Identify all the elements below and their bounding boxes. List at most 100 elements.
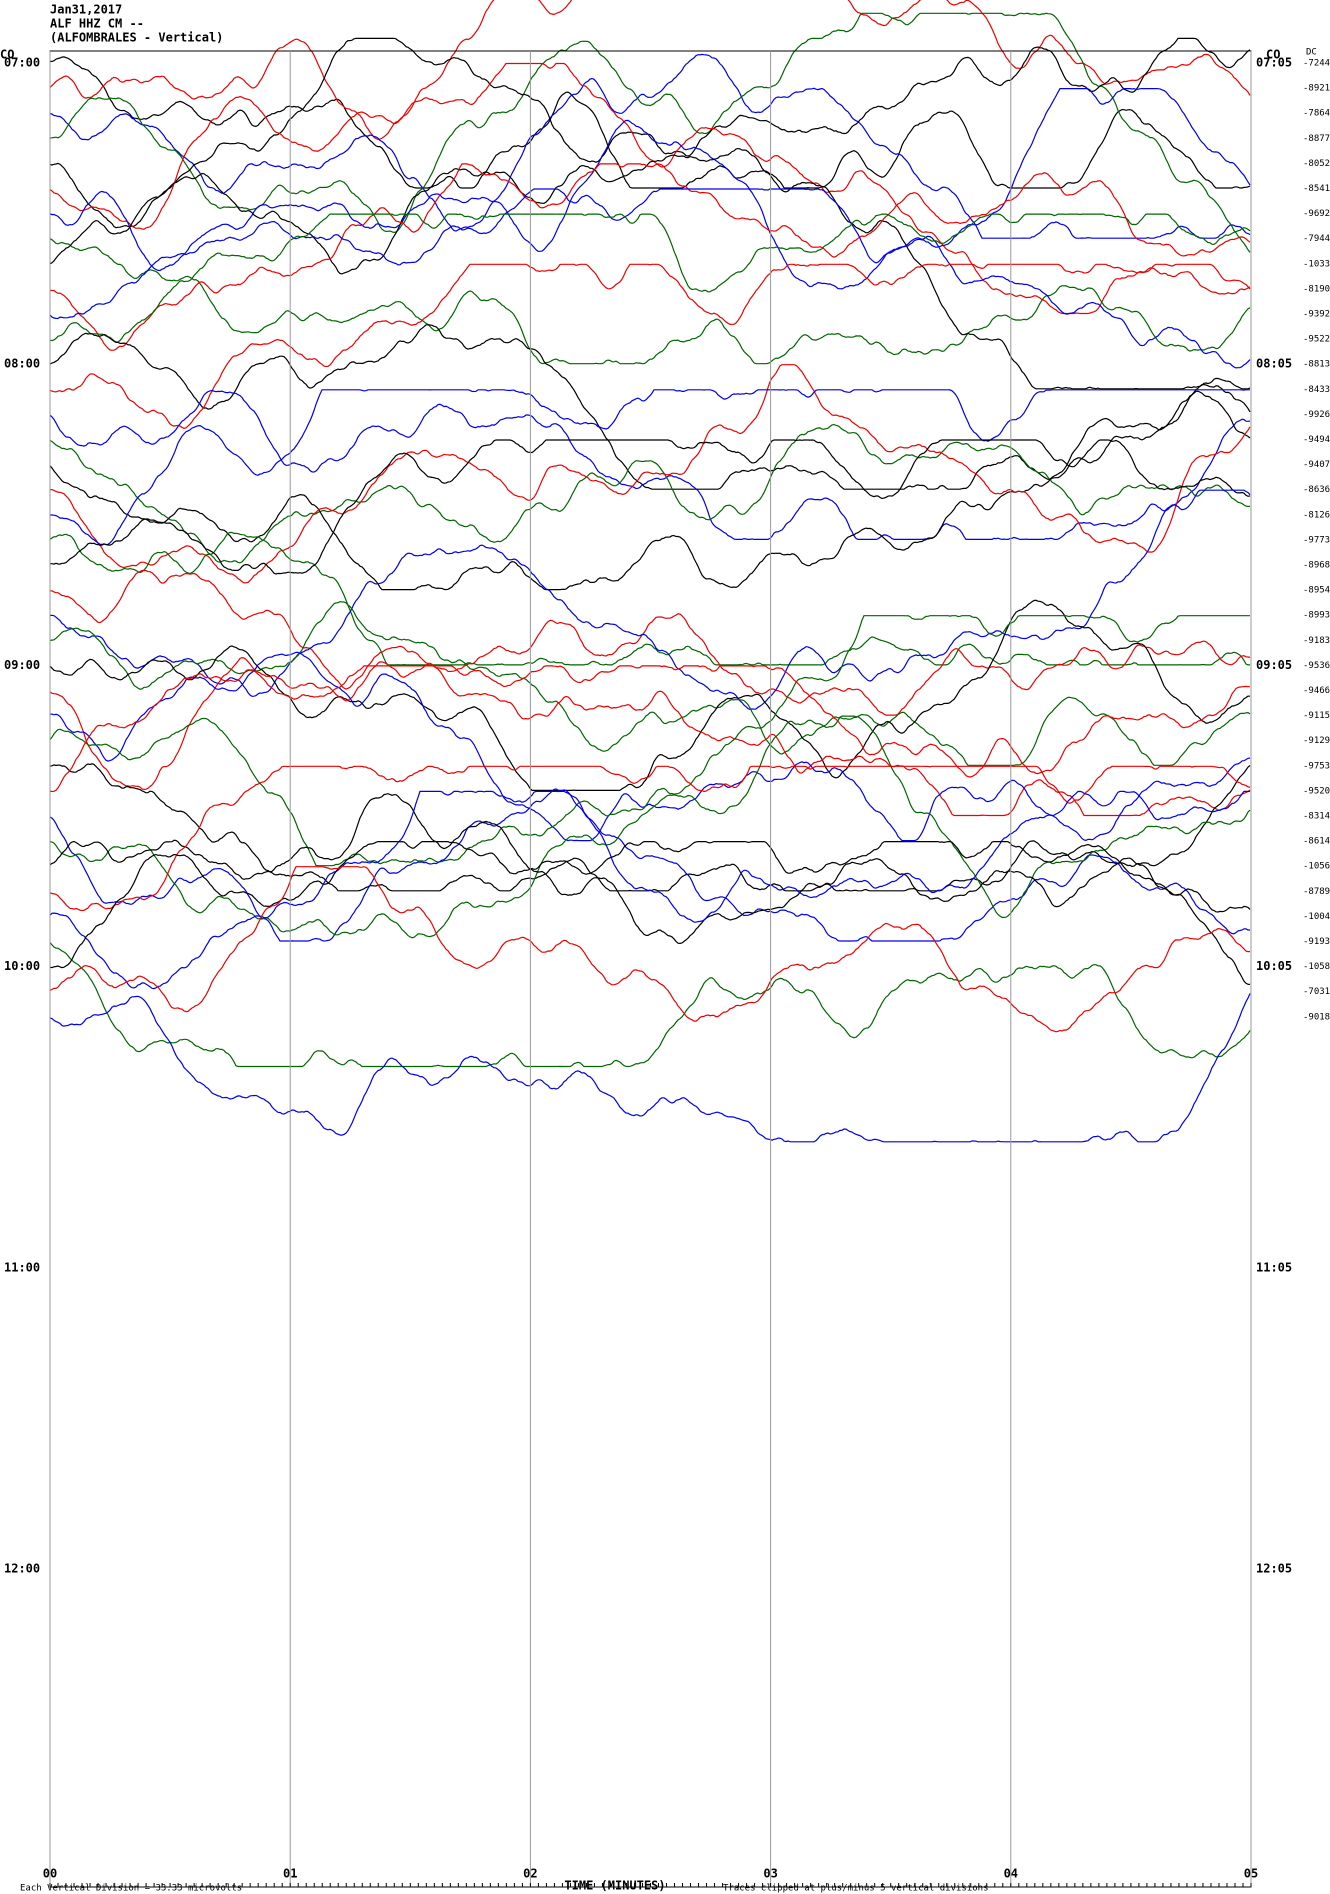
trace — [49, 489, 1251, 711]
dc-value: -8636 — [1303, 485, 1330, 495]
dc-value: -9536 — [1303, 661, 1330, 671]
left-time: 11:00 — [4, 1260, 40, 1274]
trace — [49, 993, 1251, 1143]
dc-value: -9753 — [1303, 761, 1330, 771]
dc-value: -9494 — [1303, 435, 1330, 445]
dc-value: -9407 — [1303, 460, 1330, 470]
left-time: 10:00 — [4, 959, 40, 973]
right-time: 11:05 — [1256, 1260, 1292, 1274]
dc-value: -8877 — [1303, 134, 1330, 144]
clip-note: Traces clipped at plus/minus 5 vertical … — [723, 1884, 989, 1894]
trace — [49, 569, 1251, 716]
trace — [49, 56, 1251, 189]
x-tick-label: 00 — [43, 1867, 57, 1881]
left-time: 07:00 — [4, 56, 40, 70]
trace — [49, 942, 1251, 1068]
dc-value: -9018 — [1303, 1012, 1330, 1022]
x-axis-title: TIME (MINUTES) — [564, 1879, 665, 1893]
trace — [49, 665, 1250, 793]
x-tick-label: 02 — [523, 1867, 537, 1881]
trace — [49, 62, 1251, 315]
trace — [49, 715, 1251, 939]
station: ALF HHZ CM -- — [50, 17, 144, 31]
dc-value: -8190 — [1303, 284, 1330, 294]
trace — [50, 439, 1251, 575]
traces — [49, 0, 1251, 1143]
left-time: 09:00 — [4, 658, 40, 672]
trace — [49, 213, 1251, 343]
trace — [49, 53, 1251, 239]
trace — [49, 790, 1250, 990]
x-tick-label: 05 — [1244, 1867, 1258, 1881]
dc-value: -8954 — [1303, 586, 1330, 596]
dc-value: -9926 — [1303, 410, 1330, 420]
dc-value: -10561 — [1303, 862, 1330, 872]
dc-value: -9773 — [1303, 535, 1330, 545]
dc-value: -7244 — [1303, 59, 1330, 69]
trace — [49, 866, 1250, 1033]
dc-value: -8993 — [1303, 611, 1330, 621]
corner-right: CO — [1266, 48, 1280, 62]
trace — [49, 840, 1251, 969]
date: Jan31,2017 — [50, 3, 122, 17]
trace — [49, 531, 1250, 666]
corner-left: CO — [0, 48, 14, 62]
trace — [49, 389, 1251, 541]
right-time: 10:05 — [1256, 959, 1292, 973]
trace — [49, 0, 1251, 141]
dc-value: -8789 — [1303, 887, 1330, 897]
scale-note: Each Vertical Division = 33.33 microvolt… — [20, 1884, 242, 1894]
trace — [49, 793, 1251, 985]
dc-value: -9520 — [1303, 786, 1330, 796]
dc-value: -9692 — [1303, 209, 1330, 219]
dc-value: -9129 — [1303, 736, 1330, 746]
trace — [49, 599, 1251, 792]
x-tick-label: 04 — [1004, 1867, 1018, 1881]
trace — [49, 656, 1251, 817]
dc-value: -9466 — [1303, 686, 1330, 696]
dc-value: -10586 — [1303, 962, 1330, 972]
left-time: 08:00 — [4, 357, 40, 371]
dc-value: -8813 — [1303, 360, 1330, 370]
trace — [49, 188, 1251, 369]
dc-value: -7031 — [1303, 987, 1330, 997]
trace — [49, 364, 1251, 584]
right-time: 09:05 — [1256, 658, 1292, 672]
right-time: 07:05 — [1256, 56, 1292, 70]
dc-value: -10046 — [1303, 912, 1330, 922]
trace — [49, 788, 1250, 942]
trace — [49, 87, 1251, 290]
dc-value: -8614 — [1303, 837, 1330, 847]
dc-header: DC — [1306, 48, 1317, 58]
dc-value: -9392 — [1303, 310, 1330, 320]
trace — [49, 163, 1251, 351]
trace — [49, 423, 1251, 564]
trace — [49, 390, 1251, 591]
dc-value: -10330 — [1303, 259, 1330, 269]
trace — [49, 765, 1251, 912]
trace — [50, 389, 1250, 546]
left-time: 12:00 — [4, 1562, 40, 1576]
trace — [49, 12, 1251, 253]
dc-value: -8541 — [1303, 184, 1330, 194]
x-tick-label: 03 — [763, 1867, 777, 1881]
dc-value: -9193 — [1303, 937, 1330, 947]
trace — [49, 238, 1251, 365]
dc-value: -9183 — [1303, 636, 1330, 646]
dc-value: -8126 — [1303, 510, 1330, 520]
dc-value: -8314 — [1303, 812, 1330, 822]
dc-value: -8968 — [1303, 561, 1330, 571]
trace — [49, 615, 1250, 867]
trace — [49, 147, 1251, 390]
dc-value: -7864 — [1303, 109, 1330, 119]
dc-value: -8921 — [1303, 84, 1330, 94]
right-time: 12:05 — [1256, 1562, 1292, 1576]
x-tick-label: 01 — [283, 1867, 297, 1881]
dc-value: -8433 — [1303, 385, 1330, 395]
trace — [49, 263, 1251, 430]
dc-value: -7944 — [1303, 234, 1330, 244]
dc-value: -8052 — [1303, 159, 1330, 169]
location: (ALFOMBRALES - Vertical) — [50, 31, 223, 45]
right-time: 08:05 — [1256, 357, 1292, 371]
